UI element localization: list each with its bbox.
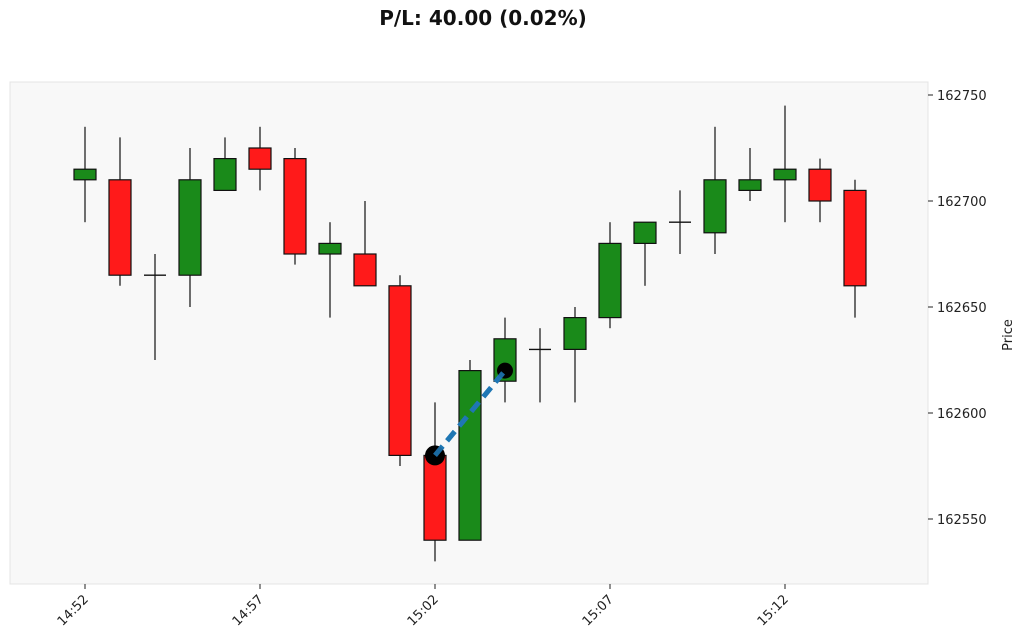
candle [529,328,551,403]
candle-body [108,179,132,276]
candle [423,402,447,562]
candle-body [843,189,867,287]
candle-body [598,242,622,319]
candle [563,307,587,403]
candle [248,126,272,191]
candle [633,221,657,286]
candle [108,137,132,286]
candle-body [703,179,727,234]
x-tick-label: 15:02 [405,592,442,629]
candle-body [353,253,377,287]
candle-body [458,370,482,541]
candle-body [563,317,587,351]
candle [73,126,97,223]
candle-body [283,158,307,255]
candle-body [248,147,272,170]
candle [598,222,622,329]
candle-body [213,158,237,192]
x-tick-label: 14:52 [55,592,92,629]
y-tick-label: 162750 [937,89,987,104]
candle-body [738,179,762,192]
candle [703,126,727,254]
candle [458,360,482,541]
candle-body [73,168,97,181]
candle [213,137,237,192]
candle [178,148,202,307]
candle [808,158,832,223]
candle [353,201,377,287]
candle-body [773,168,797,181]
candle-body [423,454,447,541]
y-tick-label: 162600 [937,407,987,422]
candle-body [633,221,657,244]
candle [738,148,762,201]
candle-body [388,285,412,456]
candle [144,254,166,360]
candle [843,179,867,318]
candle [773,105,797,223]
candle [669,190,691,254]
candle [283,148,307,265]
chart-title: P/L: 40.00 (0.02%) [379,6,587,30]
y-tick-label: 162700 [937,195,987,210]
y-tick-label: 162550 [937,513,987,528]
candle-body [318,242,342,255]
x-tick-label: 14:57 [230,592,267,629]
candle [388,275,412,466]
y-tick-label: 162650 [937,301,987,316]
candle-body [808,168,832,202]
candle-body [178,179,202,276]
x-tick-label: 15:12 [755,592,792,629]
candle [318,222,342,318]
y-axis-label: Price [1001,319,1016,351]
x-tick-label: 15:07 [580,592,617,629]
